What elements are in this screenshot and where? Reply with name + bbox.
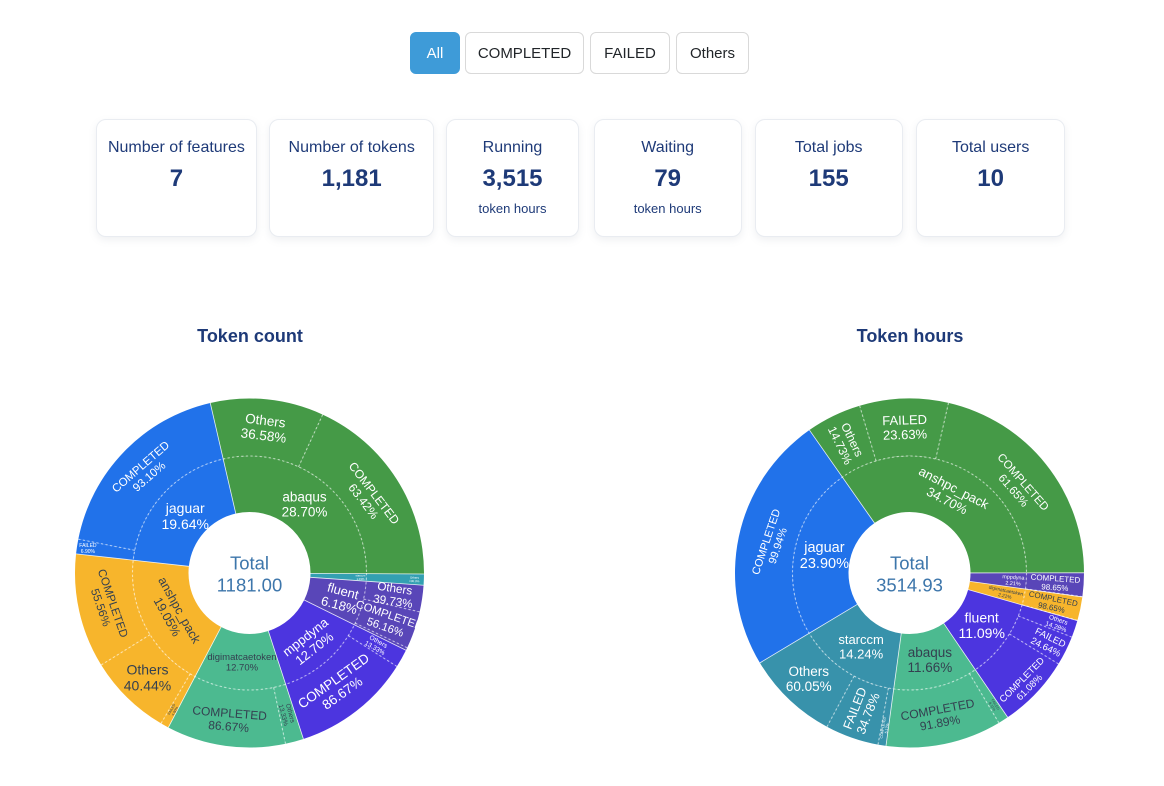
svg-text:FAILED8.11%: FAILED8.11% (987, 698, 1000, 713)
svg-text:1181.00: 1181.00 (217, 575, 283, 596)
svg-text:Others39.73%: Others39.73% (372, 579, 415, 611)
svg-text:Total: Total (230, 553, 269, 574)
svg-text:mppdyna2.21%: mppdyna2.21% (1002, 574, 1025, 588)
svg-text:COMPLETED98.65%: COMPLETED98.65% (1030, 573, 1081, 594)
svg-text:COMPLETED86.67%: COMPLETED86.67% (191, 703, 268, 736)
svg-text:Others36.58%: Others36.58% (240, 410, 289, 445)
svg-text:Others100.0%: Others100.0% (409, 575, 420, 583)
svg-text:COMPLETED5.17%: COMPLETED5.17% (879, 716, 890, 739)
svg-text:3514.93: 3514.93 (876, 575, 943, 596)
svg-text:FAILED23.63%: FAILED23.63% (882, 412, 928, 443)
svg-text:Total: Total (890, 553, 929, 574)
svg-text:FAILED4.00%: FAILED4.00% (167, 703, 180, 718)
